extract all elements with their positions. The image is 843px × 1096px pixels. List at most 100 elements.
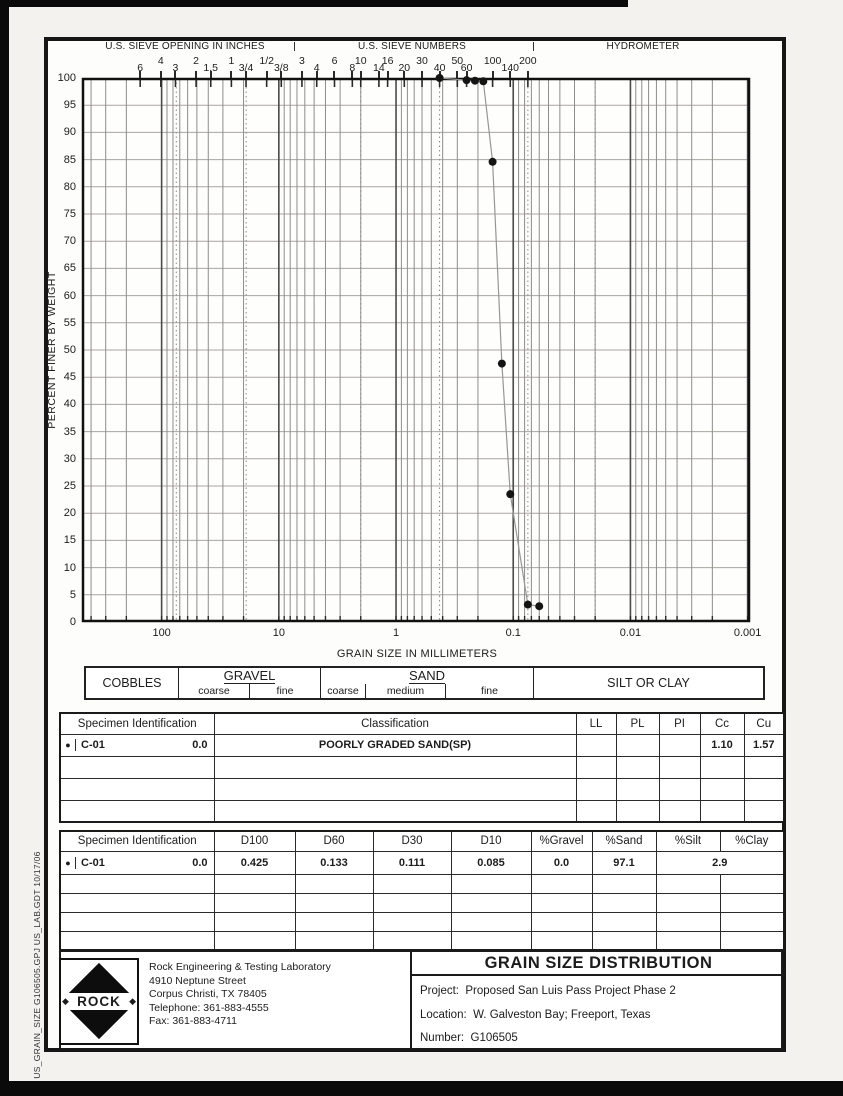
specimen-cell bbox=[59, 755, 215, 779]
y-tick-label: 85 bbox=[63, 153, 76, 166]
number-label: Number: bbox=[420, 1032, 465, 1044]
data-table: Specimen Identification Classification LL P… bbox=[59, 712, 785, 823]
y-tick-label: 100 bbox=[57, 72, 76, 84]
column-header: D100 bbox=[213, 830, 296, 852]
empty-cell bbox=[213, 755, 577, 779]
d100-cell: 0.425 bbox=[213, 850, 296, 875]
empty-cell bbox=[213, 799, 577, 823]
sieve-tick bbox=[230, 71, 233, 78]
column-header: Cu bbox=[743, 712, 785, 735]
sieve-label: 50 bbox=[451, 55, 464, 67]
empty-cell bbox=[655, 930, 721, 951]
specimen-cell bbox=[59, 911, 215, 932]
d60-cell: 0.133 bbox=[294, 850, 374, 875]
sieve-tick bbox=[245, 71, 248, 78]
empty-table-row bbox=[59, 911, 785, 932]
y-tick-label: 45 bbox=[63, 371, 76, 384]
specimen-cell: ● C-01 0.0 bbox=[59, 850, 215, 875]
data-point bbox=[535, 602, 544, 611]
empty-cell bbox=[615, 799, 660, 823]
column-header: Specimen Identification bbox=[59, 712, 215, 735]
y-tick-label: 50 bbox=[63, 344, 76, 356]
empty-cell bbox=[575, 777, 617, 801]
classbar-cobbles: COBBLES bbox=[86, 668, 179, 698]
empty-table-row bbox=[59, 892, 785, 913]
sieve-label: 10 bbox=[354, 55, 367, 67]
y-tick-label: 5 bbox=[69, 588, 76, 601]
classbar-gravel-label: GRAVEL bbox=[223, 668, 276, 684]
empty-cell bbox=[591, 930, 657, 951]
number-value: G106505 bbox=[470, 1032, 518, 1044]
column-header: %Gravel bbox=[530, 830, 593, 852]
y-tick-label: 20 bbox=[63, 507, 76, 520]
column-header: PL bbox=[615, 712, 660, 735]
sieve-tick bbox=[456, 71, 459, 78]
location-label: Location: bbox=[420, 1009, 467, 1021]
empty-cell bbox=[719, 930, 785, 951]
sieve-label: 140 bbox=[501, 62, 520, 74]
logo-band: ◆ ROCK ◆ bbox=[61, 993, 137, 1010]
lab-name: Rock Engineering & Testing Laboratory bbox=[149, 961, 331, 973]
classbar-sand: SAND coarse medium fine bbox=[321, 668, 534, 698]
classbar-sand-fine: fine bbox=[481, 685, 498, 697]
top-axis-section-hydrometer: HYDROMETER bbox=[606, 41, 680, 52]
specimen-id: C-01 bbox=[81, 739, 105, 751]
sieve-tick bbox=[265, 71, 268, 78]
sieve-tick bbox=[377, 71, 380, 78]
y-tick-label: 15 bbox=[63, 534, 76, 547]
empty-cell bbox=[719, 892, 785, 913]
empty-cell bbox=[615, 755, 660, 779]
classbar-gravel-coarse: coarse bbox=[179, 684, 250, 698]
sieve-label: 200 bbox=[519, 55, 537, 67]
empty-table-row bbox=[59, 930, 785, 951]
classbar-silt-or-clay: SILT OR CLAY bbox=[607, 676, 690, 690]
sieve-tick bbox=[333, 71, 336, 78]
specimen-symbol-icon: ● bbox=[61, 739, 76, 751]
classbar-sand-label: SAND bbox=[408, 668, 446, 684]
lab-phone: Telephone: 361-883-4555 bbox=[149, 1001, 269, 1014]
sieve-label: 1.5 bbox=[203, 62, 219, 74]
silt-clay-pct-cell: 2.9 bbox=[655, 850, 785, 875]
project-label: Project: bbox=[420, 985, 459, 997]
sieve-tick bbox=[491, 71, 494, 78]
column-header: D60 bbox=[294, 830, 374, 852]
empty-table-row bbox=[59, 873, 785, 894]
empty-cell bbox=[213, 911, 296, 932]
empty-cell bbox=[294, 911, 374, 932]
location-value: W. Galveston Bay; Freeport, Texas bbox=[473, 1009, 651, 1021]
classbar-sand-coarse: coarse bbox=[321, 684, 366, 698]
sieve-label: 16 bbox=[381, 55, 394, 67]
cu-cell: 1.57 bbox=[743, 733, 785, 757]
empty-cell bbox=[615, 777, 660, 801]
data-point bbox=[470, 76, 479, 85]
table-header-row: Specimen Identification D100 D60 D30 D10 %Gra… bbox=[59, 830, 785, 852]
x-tick-label: 0.01 bbox=[619, 627, 642, 639]
sieve-label: 3/4 bbox=[238, 62, 254, 74]
specimen-cell: ● C-01 0.0 bbox=[59, 733, 215, 757]
sieve-tick bbox=[315, 71, 318, 78]
column-header: Cc bbox=[699, 712, 745, 735]
empty-cell bbox=[213, 892, 296, 913]
x-tick-label: 0.001 bbox=[733, 627, 762, 639]
lab-street: 4910 Neptune Street bbox=[149, 974, 246, 987]
empty-cell bbox=[719, 911, 785, 932]
data-points bbox=[435, 74, 544, 611]
specimen-cell bbox=[59, 777, 215, 801]
sieve-tick bbox=[195, 71, 198, 78]
file-reference-text: US_GRAIN_SIZE G106505.GPJ US_LAB.GDT 10/… bbox=[32, 851, 42, 1079]
soil-classification-bar: COBBLES GRAVEL coarse fine SAND coarse m… bbox=[84, 666, 765, 700]
column-header: Classification bbox=[213, 712, 577, 735]
y-tick-label: 90 bbox=[63, 126, 76, 139]
classification-table: Specimen Identification Classification LL P… bbox=[59, 712, 785, 823]
empty-cell bbox=[372, 930, 452, 951]
y-tick-label: 60 bbox=[63, 289, 76, 302]
sieve-tick bbox=[509, 71, 512, 78]
sieve-tick bbox=[209, 71, 212, 78]
report-title: GRAIN SIZE DISTRIBUTION bbox=[412, 952, 785, 976]
classbar-sand-medium: medium bbox=[366, 684, 446, 698]
section-separator bbox=[294, 42, 295, 51]
sieve-label: 2 bbox=[193, 55, 200, 67]
x-tick-label: 10 bbox=[272, 627, 285, 639]
logo-right-diamond-icon: ◆ bbox=[129, 996, 136, 1006]
